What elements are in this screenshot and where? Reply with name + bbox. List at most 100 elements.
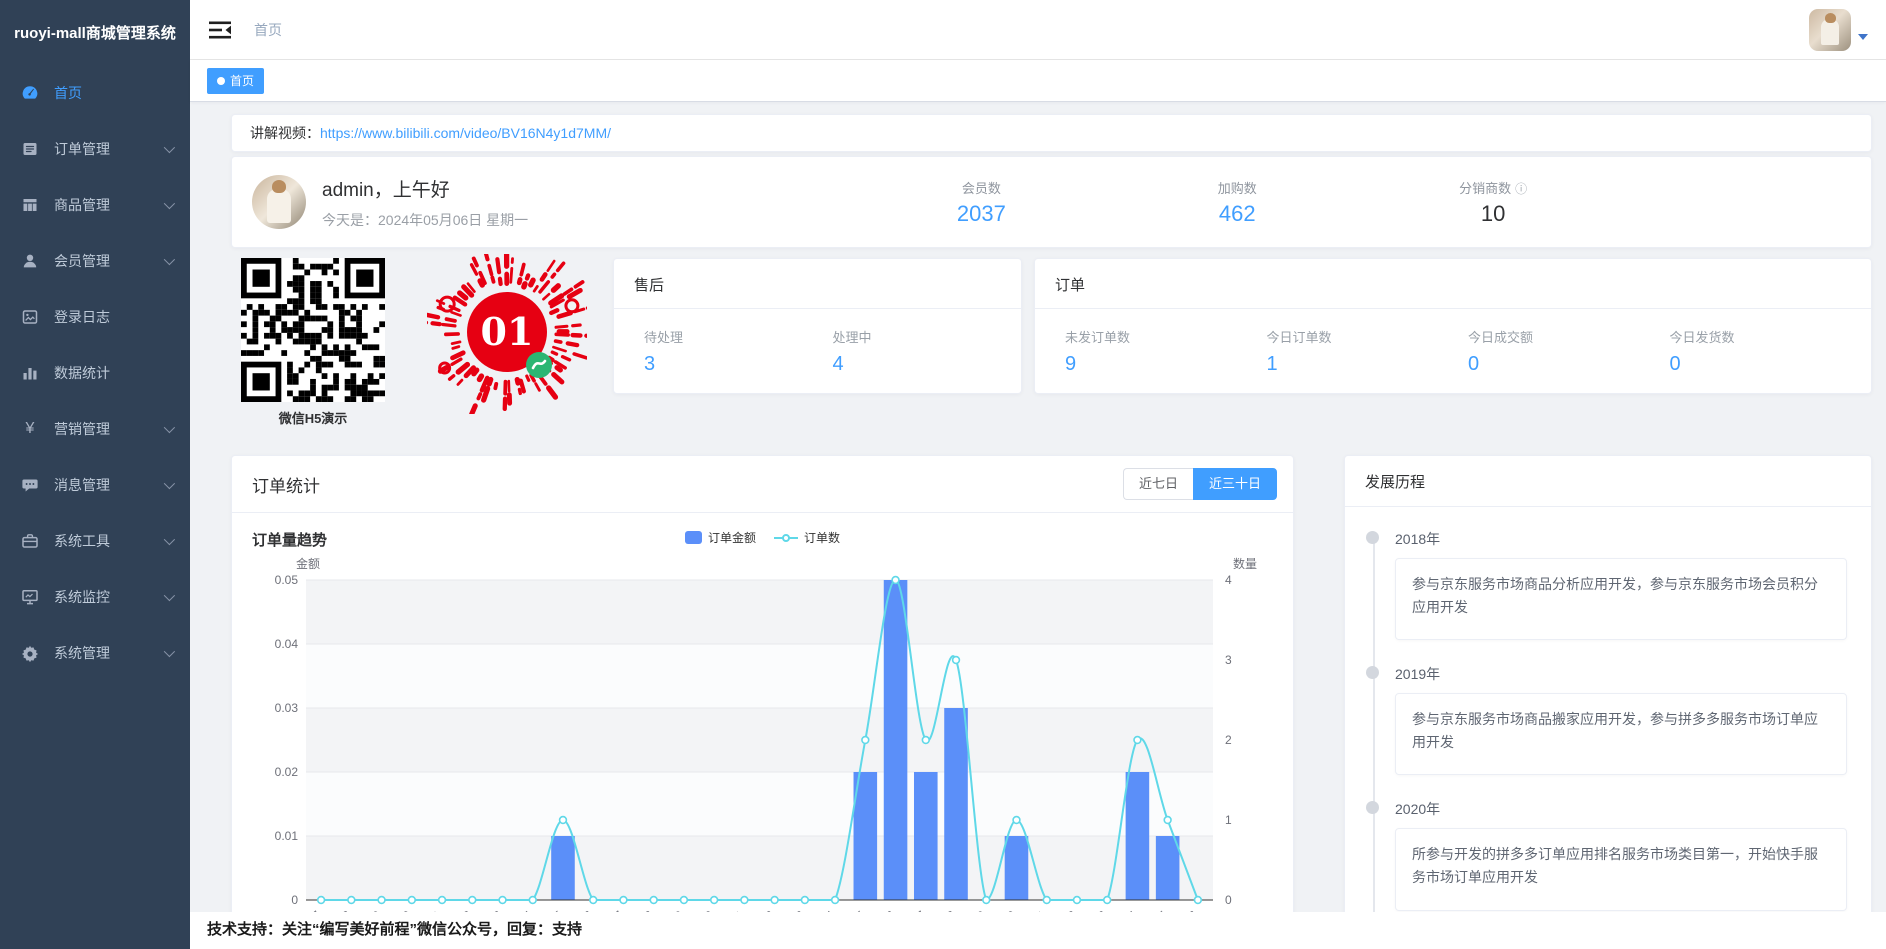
- sidebar-item-label: 系统工具: [54, 533, 110, 549]
- sidebar-item-5[interactable]: 数据统计: [0, 345, 190, 401]
- svg-text:3: 3: [1225, 653, 1232, 667]
- order-statistics-header: 订单统计 近七日 近三十日: [232, 456, 1293, 513]
- stat-label: 分销商数 ⓘ: [1459, 180, 1528, 196]
- timeline-item-2019年: 2019年参与京东服务市场商品搬家应用开发，参与拼多多服务市场订单应用开发: [1366, 664, 1847, 776]
- sidebar-item-8[interactable]: 系统工具: [0, 513, 190, 569]
- wechat-h5-qr-code: [241, 258, 385, 402]
- stat-value: 4: [832, 353, 844, 375]
- svg-text:0.05: 0.05: [275, 573, 299, 587]
- qr-caption: 微信H5演示: [278, 411, 348, 426]
- stat-分销商数: 分销商数 ⓘ 10: [1365, 178, 1621, 227]
- miniprogram-qr-block: 01: [412, 244, 603, 419]
- stat-label: 今日成交额: [1468, 330, 1534, 345]
- tag-label: 首页: [230, 74, 255, 88]
- range-7d-button[interactable]: 近七日: [1122, 468, 1193, 500]
- order-icon: [20, 140, 40, 158]
- order-trend-chart: 0.050.040.030.020.01043210金额数量04-0704-08…: [275, 556, 1257, 937]
- timeline-item-2018年: 2018年参与京东服务市场商品分析应用开发，参与京东服务市场会员积分应用开发: [1366, 529, 1847, 641]
- legend-line-swatch-icon: [774, 533, 798, 542]
- wechat-miniprogram-qr-code: 01: [412, 244, 603, 417]
- chevron-down-icon: [163, 141, 176, 154]
- sidebar-item-label: 数据统计: [54, 365, 110, 381]
- goods-icon: [20, 196, 40, 214]
- sidebar-item-7[interactable]: 消息管理: [0, 457, 190, 513]
- breadcrumb[interactable]: 首页: [254, 21, 282, 38]
- sidebar-item-9[interactable]: 系统监控: [0, 569, 190, 625]
- info-icon[interactable]: ⓘ: [1515, 181, 1528, 196]
- monitor-icon: [20, 588, 40, 606]
- greeting-stats: 会员数 2037 加购数 462 分销商数 ⓘ 10: [853, 178, 1621, 227]
- legend-order-count[interactable]: 订单数: [774, 529, 840, 546]
- legend-bar-swatch-icon: [684, 531, 702, 544]
- svg-text:金额: 金额: [296, 556, 320, 571]
- timeline-text: 参与京东服务市场商品搬家应用开发，参与拼多多服务市场订单应用开发: [1395, 693, 1847, 776]
- sidebar-item-1[interactable]: 订单管理: [0, 121, 190, 177]
- stat-label: 处理中: [832, 330, 872, 345]
- chart-title: 订单量趋势: [252, 532, 328, 549]
- legend-order-amount[interactable]: 订单金额: [684, 529, 756, 546]
- statistics-icon: [20, 364, 40, 382]
- qr-and-stats-row: 微信H5演示 01 售后 待处理 3 处理中 4 订单 未发订单数 9 今日订单数 1 今日成…: [231, 244, 1872, 427]
- sidebar-collapse-icon[interactable]: [208, 20, 232, 40]
- stat-待处理: 待处理 3: [644, 327, 833, 376]
- sidebar: ruoyi-mall商城管理系统 首页订单管理商品管理会员管理 登录日志数据统计 ¥…: [0, 0, 190, 949]
- greeting-card: admin，上午好 今天是：2024年05月06日 星期一 会员数 2037 加购数…: [231, 156, 1872, 248]
- tag-active-dot: [217, 76, 225, 85]
- sidebar-item-label: 消息管理: [54, 477, 110, 493]
- app-title: ruoyi-mall商城管理系统: [14, 25, 176, 42]
- stat-今日成交额: 今日成交额 0: [1468, 327, 1670, 376]
- tag-home[interactable]: 首页: [207, 67, 265, 94]
- stat-label: 会员数: [961, 180, 1001, 196]
- sidebar-menu: 首页订单管理商品管理会员管理 登录日志数据统计 ¥ 营销管理消息管理系统工具系统监控系…: [0, 65, 190, 681]
- login-log-icon: [20, 308, 40, 326]
- stat-label: 今日发货数: [1669, 330, 1735, 345]
- svg-text:数量: 数量: [1233, 556, 1257, 571]
- sidebar-item-4[interactable]: 登录日志: [0, 289, 190, 345]
- stat-label: 未发订单数: [1065, 330, 1131, 345]
- timeline-year: 2019年: [1395, 666, 1441, 683]
- sidebar-item-label: 商品管理: [54, 197, 110, 213]
- sidebar-item-10[interactable]: 系统管理: [0, 625, 190, 681]
- marketing-icon: ¥: [25, 420, 35, 437]
- order-stats: 未发订单数 9 今日订单数 1 今日成交额 0 今日发货数 0: [1035, 309, 1871, 376]
- legend-label: 订单数: [804, 531, 841, 545]
- qr-zone: 微信H5演示 01: [231, 244, 613, 427]
- history-timeline: 2018年 参与京东服务市场商品分析应用开发，参与京东服务市场会员积分应用开发 20…: [1345, 507, 1871, 949]
- avatar-dropdown-caret-icon[interactable]: [1858, 33, 1868, 40]
- sidebar-item-0[interactable]: 首页: [0, 65, 190, 121]
- timeline-year: 2018年: [1395, 531, 1441, 547]
- sidebar-item-6[interactable]: ¥ 营销管理: [0, 401, 190, 457]
- stat-value: 10: [1480, 200, 1506, 226]
- timeline-items: 2018年 参与京东服务市场商品分析应用开发，参与京东服务市场会员积分应用开发 20…: [1366, 529, 1847, 949]
- timeline-dot-icon: [1366, 531, 1379, 544]
- svg-text:0: 0: [1225, 893, 1232, 907]
- wechat-h5-qr-block: 微信H5演示: [241, 258, 385, 427]
- timeline-text: 参与京东服务市场商品分析应用开发，参与京东服务市场会员积分应用开发: [1395, 558, 1847, 641]
- member-icon: [20, 252, 40, 270]
- stat-今日发货数: 今日发货数 0: [1670, 327, 1872, 376]
- sidebar-item-2[interactable]: 商品管理: [0, 177, 190, 233]
- sidebar-item-3[interactable]: 会员管理: [0, 233, 190, 289]
- chevron-down-icon: [163, 197, 176, 210]
- svg-text:01: 01: [481, 309, 534, 354]
- sidebar-item-label: 营销管理: [54, 421, 110, 437]
- system-icon: [20, 644, 40, 662]
- tags-view-bar: 首页: [190, 60, 1886, 102]
- greeting-avatar: [252, 175, 306, 229]
- chevron-down-icon: [163, 533, 176, 546]
- aftersale-stats: 待处理 3 处理中 4: [614, 309, 1021, 376]
- svg-text:0.02: 0.02: [275, 765, 299, 779]
- timeline-dot-icon: [1366, 801, 1379, 815]
- range-30d-button[interactable]: 近三十日: [1192, 468, 1277, 500]
- chevron-down-icon: [163, 421, 176, 434]
- greeting-text: admin，上午好 今天是：2024年05月06日 星期一: [322, 175, 528, 230]
- main-area: 首页 首页 讲解视频： https://www.bilibili.com/vid…: [190, 0, 1886, 949]
- stat-未发订单数: 未发订单数 9: [1065, 327, 1267, 376]
- video-link[interactable]: https://www.bilibili.com/video/BV16N4y1d…: [320, 125, 612, 141]
- order-statistics-card: 订单统计 近七日 近三十日 订单量趋势 订单金额: [231, 455, 1294, 949]
- order-statistics-title: 订单统计: [252, 476, 320, 496]
- legend-label: 订单金额: [707, 531, 756, 545]
- sidebar-item-label: 首页: [54, 85, 82, 101]
- user-avatar[interactable]: [1809, 8, 1851, 51]
